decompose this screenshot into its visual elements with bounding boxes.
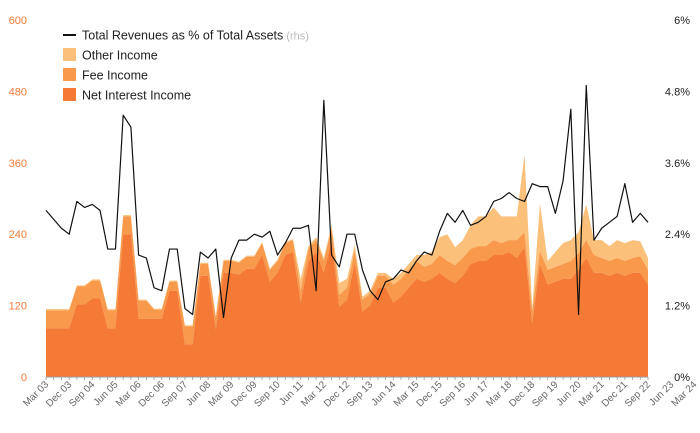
legend-note: (rhs) <box>283 31 309 43</box>
y-right-tick-label: 0% <box>674 372 690 384</box>
area-other-income <box>46 155 648 327</box>
legend-label-net-interest-income: Net Interest Income <box>82 89 191 103</box>
y-left-tick-label: 480 <box>9 86 27 98</box>
line-total-revenues <box>45 84 649 319</box>
y-right-tick-label: 6% <box>674 15 690 27</box>
y-left-tick-label: 240 <box>9 229 27 241</box>
y-right-tick-label: 2.4% <box>665 229 690 241</box>
legend-label-fee-income: Fee Income <box>82 69 148 83</box>
plot-area <box>45 84 649 377</box>
y-left-tick-label: 0 <box>21 372 27 384</box>
right-axis: 0% 1.2% 2.4% 3.6% 4.8% 6% <box>665 15 690 384</box>
legend-label-other-income: Other Income <box>82 49 158 63</box>
y-right-tick-label: 3.6% <box>665 158 690 170</box>
x-tick-label: Sep 16 <box>438 379 468 409</box>
y-right-tick-label: 4.8% <box>665 86 690 98</box>
left-axis: 0 120 240 360 480 600 <box>9 15 27 384</box>
x-tick-label: Sep 10 <box>252 379 282 409</box>
legend: Total Revenues as % of Total Assets (rhs… <box>63 29 309 103</box>
x-tick-label: Sep 07 <box>160 379 190 409</box>
legend-swatch-fee-income <box>63 68 76 81</box>
y-right-tick-label: 1.2% <box>665 301 690 313</box>
x-tick-label: Sep 22 <box>623 379 653 409</box>
legend-label-total-revenues-as-of-total-assets: Total Revenues as % of Total Assets (rhs… <box>82 29 309 43</box>
y-left-tick-label: 360 <box>9 158 27 170</box>
x-tick-label: Sep 13 <box>345 379 375 409</box>
area-fee-income <box>46 216 648 345</box>
legend-swatch-net-interest-income <box>63 88 76 101</box>
x-tick-label: Sep 04 <box>67 379 97 409</box>
y-left-tick-label: 600 <box>9 15 27 27</box>
legend-swatch-other-income <box>63 48 76 61</box>
y-left-tick-label: 120 <box>9 301 27 313</box>
area-net-interest-income <box>46 234 648 377</box>
x-tick-label: Sep 19 <box>530 379 560 409</box>
